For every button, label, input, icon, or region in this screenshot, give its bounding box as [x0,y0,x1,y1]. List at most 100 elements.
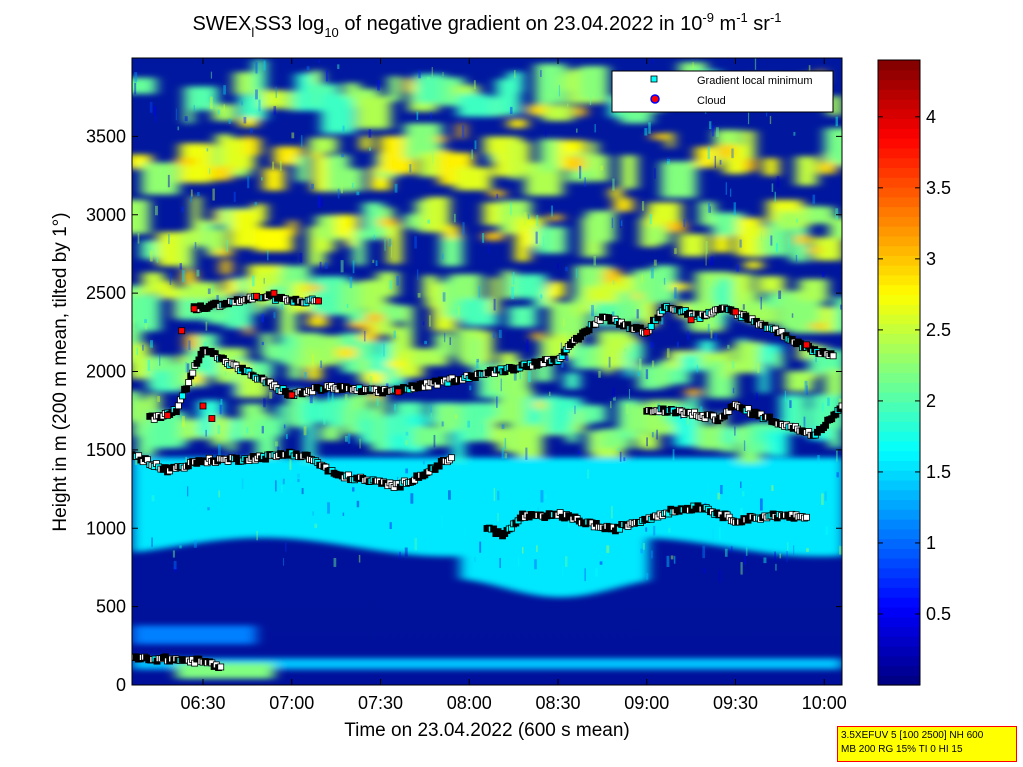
colorbar-step [878,118,920,129]
chart-title: SWEXlSS3 log10 of negative gradient on 2… [192,10,781,40]
cloud-marker [208,415,216,422]
x-tick-label: 09:30 [713,693,758,713]
x-tick-label: 09:00 [624,693,669,713]
heatmap-texture [132,58,842,583]
gradient-minimum-marker [183,385,191,393]
cloud-marker [687,316,695,324]
y-tick-label: 2500 [86,283,126,303]
colorbar-step [878,216,920,227]
colorbar-step [878,274,920,286]
colorbar-tick-label: 2.5 [926,320,951,340]
y-axis-label: Height in m (200 m mean, tilted by 1°) [50,212,71,531]
colorbar-step [878,138,920,149]
x-tick-label: 10:00 [802,693,847,713]
x-tick-label: 08:30 [535,693,580,713]
colorbar-step [878,567,920,579]
colorbar-step [878,147,920,159]
colorbar-tick-label: 2 [926,391,936,411]
x-axis: 06:30 07:00 07:30 08:00 08:30 09:00 09:30 10:00 [180,58,847,713]
colorbar-step [878,606,920,618]
colorbar-tick-label: 3.5 [926,178,951,198]
colorbar-step [878,304,920,315]
colorbar-step [878,128,920,139]
colorbar-step [878,79,920,90]
y-tick-label: 1500 [86,440,126,460]
colorbar-step [878,645,920,657]
cloud-markers [164,289,810,422]
colorbar-step [878,69,920,81]
colorbar-step [878,372,920,383]
gradient-minimum-marker [217,663,225,671]
colorbar-step [878,538,920,549]
x-tick-label: 07:00 [269,693,314,713]
cloud-marker [199,402,207,410]
colorbar-step [878,167,920,178]
gradient-minimum-marker [647,323,655,330]
colorbar-step [878,333,920,344]
colorbar-step [878,206,920,217]
legend-label-gradient-minimum: Gradient local minimum [697,75,813,87]
colorbar-step [878,509,920,520]
colorbar-gradient [878,60,920,686]
legend-marker-cloud [650,94,660,104]
colorbar-step [878,89,920,100]
info-line-2: MB 200 RG 15% TI 0 HI 15 [841,744,963,755]
colorbar-tick-label: 4 [926,107,936,127]
colorbar-frame [877,59,921,686]
gradient-minimum-marker [185,379,193,386]
x-axis-label: Time on 23.04.2022 (600 s mean) [344,720,630,741]
heatmap-plot-area [132,58,842,685]
gradient-minimum-marker [175,402,182,410]
colorbar-step [878,157,920,169]
cloud-marker [803,341,810,349]
colorbar-step [878,108,920,120]
colorbar-step [878,558,920,569]
x-tick-label: 07:30 [358,693,403,713]
colorbar-step [878,489,920,501]
colorbar-step [878,421,920,432]
y-tick-label: 0 [116,675,126,695]
cloud-marker [190,305,198,313]
colorbar-step [878,245,920,256]
processing-info-box: 3.5XEFUV 5 [100 2500] NH 600 MB 200 RG 1… [837,726,1017,762]
colorbar-step [878,440,920,452]
heatmap-field [132,59,842,679]
colorbar-step [878,431,920,442]
colorbar-tick-label: 3 [926,249,936,269]
y-axis: 0 500 1000 1500 2000 2500 3000 3500 [86,126,842,695]
y-tick-label: 500 [96,597,126,617]
colorbar-step [878,60,920,71]
gradient-minimum-marker [195,356,203,364]
colorbar-step [878,665,920,676]
colorbar-tick-label: 0.5 [926,604,951,624]
y-tick-label: 2000 [86,362,126,382]
colorbar-step [878,411,920,422]
x-tick-label: 06:30 [180,693,225,713]
gradient-minimum-marker [179,392,186,400]
colorbar-step [878,518,920,530]
colorbar-step [878,284,920,295]
cloud-marker [270,289,278,297]
colorbar-step [878,450,920,461]
gradient-minimum-markers [132,291,842,672]
y-tick-label: 1000 [86,518,126,538]
colorbar-step [878,528,920,540]
legend: Gradient local minimum Cloud [611,70,834,113]
gradient-minimum-marker [172,408,180,416]
colorbar-step [878,655,920,667]
cloud-marker [732,308,739,316]
colorbar-step [878,401,920,413]
colorbar-step [878,226,920,237]
info-line-1: 3.5XEFUV 5 [100 2500] NH 600 [841,730,984,741]
colorbar-step [878,177,920,188]
colorbar-step [878,470,920,481]
y-tick-label: 3500 [86,126,126,146]
colorbar-step [878,323,920,335]
gradient-minimum-marker [803,513,810,521]
y-tick-label: 3000 [86,205,126,225]
colorbar-step [878,597,920,608]
cloud-marker [164,411,171,419]
gradient-minimum-marker [189,369,197,377]
colorbar-step [878,382,920,393]
colorbar-step [878,626,920,637]
